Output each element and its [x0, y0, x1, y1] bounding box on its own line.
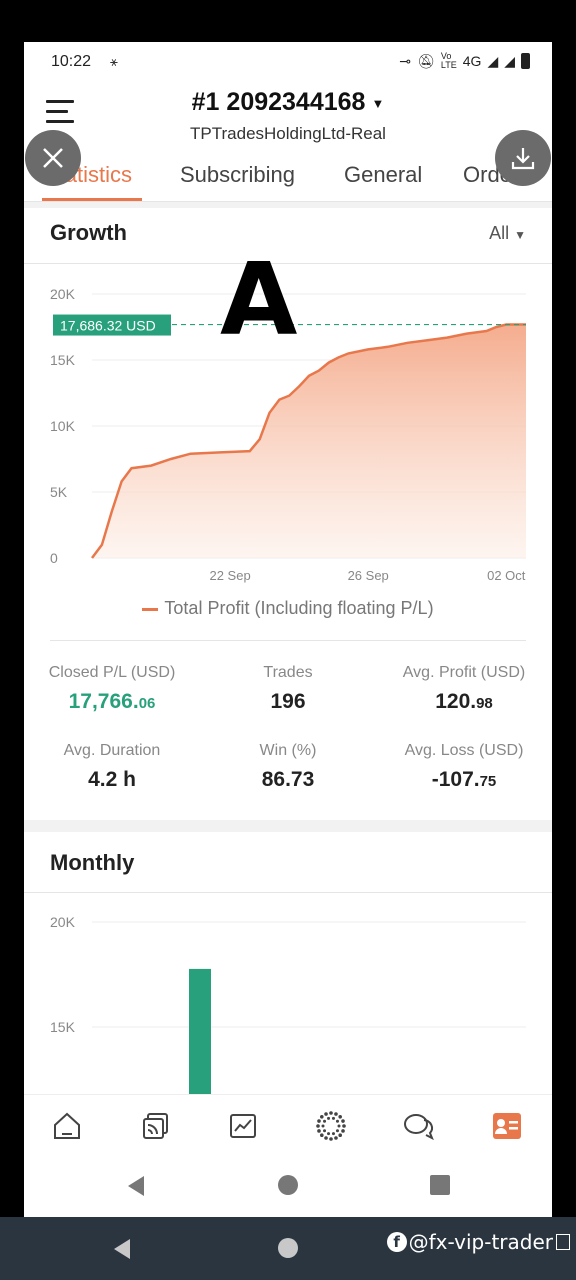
- stat-label: Avg. Profit (USD): [402, 664, 526, 681]
- value-tag: [53, 314, 171, 336]
- home-icon: [54, 1112, 80, 1139]
- stat-value: 86.73: [261, 768, 315, 791]
- growth-filter-dropdown[interactable]: All ▼: [489, 223, 526, 244]
- volte-icon: Vo LTE: [440, 51, 457, 70]
- close-icon: [43, 148, 63, 168]
- nav-signals[interactable]: [138, 1109, 172, 1143]
- x-tick-label: 02 Oct: [487, 568, 526, 583]
- chart-legend: Total Profit (Including floating P/L): [24, 598, 552, 619]
- stat-item: Avg. Profit (USD) 120.98: [376, 664, 552, 714]
- y-tick-label: 20K: [50, 914, 76, 930]
- stat-item: Win (%) 86.73: [200, 742, 376, 792]
- tab-bar: Statistics Subscribing General Orders: [24, 160, 552, 202]
- dotted-circle-icon: [316, 1111, 346, 1141]
- tab-general[interactable]: General: [344, 162, 423, 187]
- y-tick-label: 10K: [50, 418, 76, 434]
- stat-item: Avg. Loss (USD) -107.75: [376, 742, 552, 792]
- back-icon[interactable]: [110, 1237, 134, 1261]
- stat-item: Closed P/L (USD) 17,766.06: [24, 664, 200, 714]
- nav-home[interactable]: [50, 1109, 84, 1143]
- home-circle-icon[interactable]: [277, 1174, 299, 1196]
- nav-discover[interactable]: [314, 1109, 348, 1143]
- legend-swatch: [142, 607, 159, 611]
- profit-line: [91, 323, 526, 559]
- tab-subscribing[interactable]: Subscribing: [180, 162, 295, 187]
- key-icon: ⊸: [399, 52, 412, 69]
- back-icon[interactable]: [124, 1174, 148, 1198]
- value-tag-label: 17,686.32 USD: [60, 318, 156, 334]
- signal-icon: ◢: [487, 52, 499, 69]
- y-tick-label: 0: [50, 550, 58, 566]
- cards-icon: [143, 1113, 168, 1139]
- menu-icon[interactable]: [46, 100, 74, 124]
- watermark-text: @fx-vip-trader: [408, 1230, 553, 1254]
- chat-icon: [404, 1114, 434, 1141]
- y-tick-label: 15K: [50, 352, 76, 368]
- section-gap: [24, 202, 552, 208]
- home-circle-icon[interactable]: [277, 1237, 299, 1259]
- filter-value: All: [489, 223, 510, 243]
- y-tick-label: 20K: [50, 286, 76, 302]
- download-button[interactable]: [495, 130, 551, 186]
- annotation-letter: A: [220, 241, 298, 358]
- nav-chart[interactable]: [226, 1109, 260, 1143]
- stat-label: Closed P/L (USD): [48, 664, 176, 681]
- app-screen: 10:22 ⚹ ⊸ 🔕︎ Vo LTE 4G ◢ ◢ #1 2092344168 ▼…: [24, 42, 552, 1217]
- account-number: #1 2092344168: [191, 88, 366, 116]
- recents-icon[interactable]: [429, 1174, 451, 1196]
- mute-icon: 🔕︎: [417, 52, 435, 69]
- y-tick-label: 15K: [50, 1019, 76, 1035]
- divider: [24, 263, 552, 264]
- monthly-title: Monthly: [50, 850, 135, 875]
- stat-value: -107.75: [431, 768, 497, 791]
- monthly-bar: [189, 968, 211, 1094]
- stat-label: Trades: [263, 664, 313, 681]
- outer-system-nav: [0, 1217, 576, 1280]
- divider: [24, 892, 552, 893]
- caret-down-icon: ▼: [371, 95, 385, 111]
- account-selector[interactable]: #1 2092344168 ▼: [24, 88, 552, 117]
- stat-value: 4.2 h: [88, 768, 136, 791]
- divider: [50, 640, 526, 641]
- stat-label: Win (%): [259, 742, 317, 759]
- growth-title: Growth: [50, 220, 127, 245]
- download-icon: [511, 148, 535, 170]
- network-type: 4G: [462, 53, 482, 69]
- stat-value: 17,766.06: [68, 690, 156, 713]
- stat-label: Avg. Duration: [63, 742, 161, 759]
- stat-value: 120.98: [435, 690, 493, 713]
- section-gap: [24, 820, 552, 832]
- nav-profile[interactable]: [490, 1109, 524, 1143]
- legend-label: Total Profit (Including floating P/L): [164, 598, 434, 618]
- chart-icon: [230, 1114, 256, 1138]
- account-name: TPTradesHoldingLtd-Real: [190, 124, 386, 143]
- profile-card-icon: [493, 1113, 521, 1139]
- bottom-nav: [24, 1094, 552, 1156]
- battery-icon: [521, 53, 530, 69]
- stat-value: 196: [270, 690, 306, 713]
- stat-label: Avg. Loss (USD): [404, 742, 524, 759]
- x-tick-label: 26 Sep: [348, 568, 389, 583]
- status-icons: ⊸ 🔕︎ Vo LTE 4G ◢ ◢: [399, 52, 530, 70]
- system-nav: [24, 1156, 552, 1217]
- watermark: f @fx-vip-trader: [386, 1230, 570, 1254]
- status-bar: 10:22 ⚹ ⊸ 🔕︎ Vo LTE 4G ◢ ◢: [24, 42, 552, 82]
- caret-down-icon: ▼: [514, 228, 526, 242]
- stat-item: Avg. Duration 4.2 h: [24, 742, 200, 792]
- active-tab-indicator: [42, 198, 142, 201]
- area-fill: [92, 324, 526, 558]
- sync-icon: ⚹: [110, 54, 118, 69]
- status-time: 10:22: [51, 53, 92, 70]
- y-tick-label: 5K: [50, 484, 68, 500]
- stat-item: Trades 196: [200, 664, 376, 714]
- signal-2-icon: ◢: [504, 52, 515, 69]
- growth-chart: 0 5K 10K 15K 20K 17,686.32 USD 22 Sep 26 Sep 02 …: [50, 286, 526, 583]
- nav-chat[interactable]: [402, 1109, 436, 1143]
- x-tick-label: 22 Sep: [209, 568, 250, 583]
- facebook-icon: f: [386, 1232, 407, 1252]
- box-icon: [556, 1234, 570, 1250]
- close-button[interactable]: [25, 130, 81, 186]
